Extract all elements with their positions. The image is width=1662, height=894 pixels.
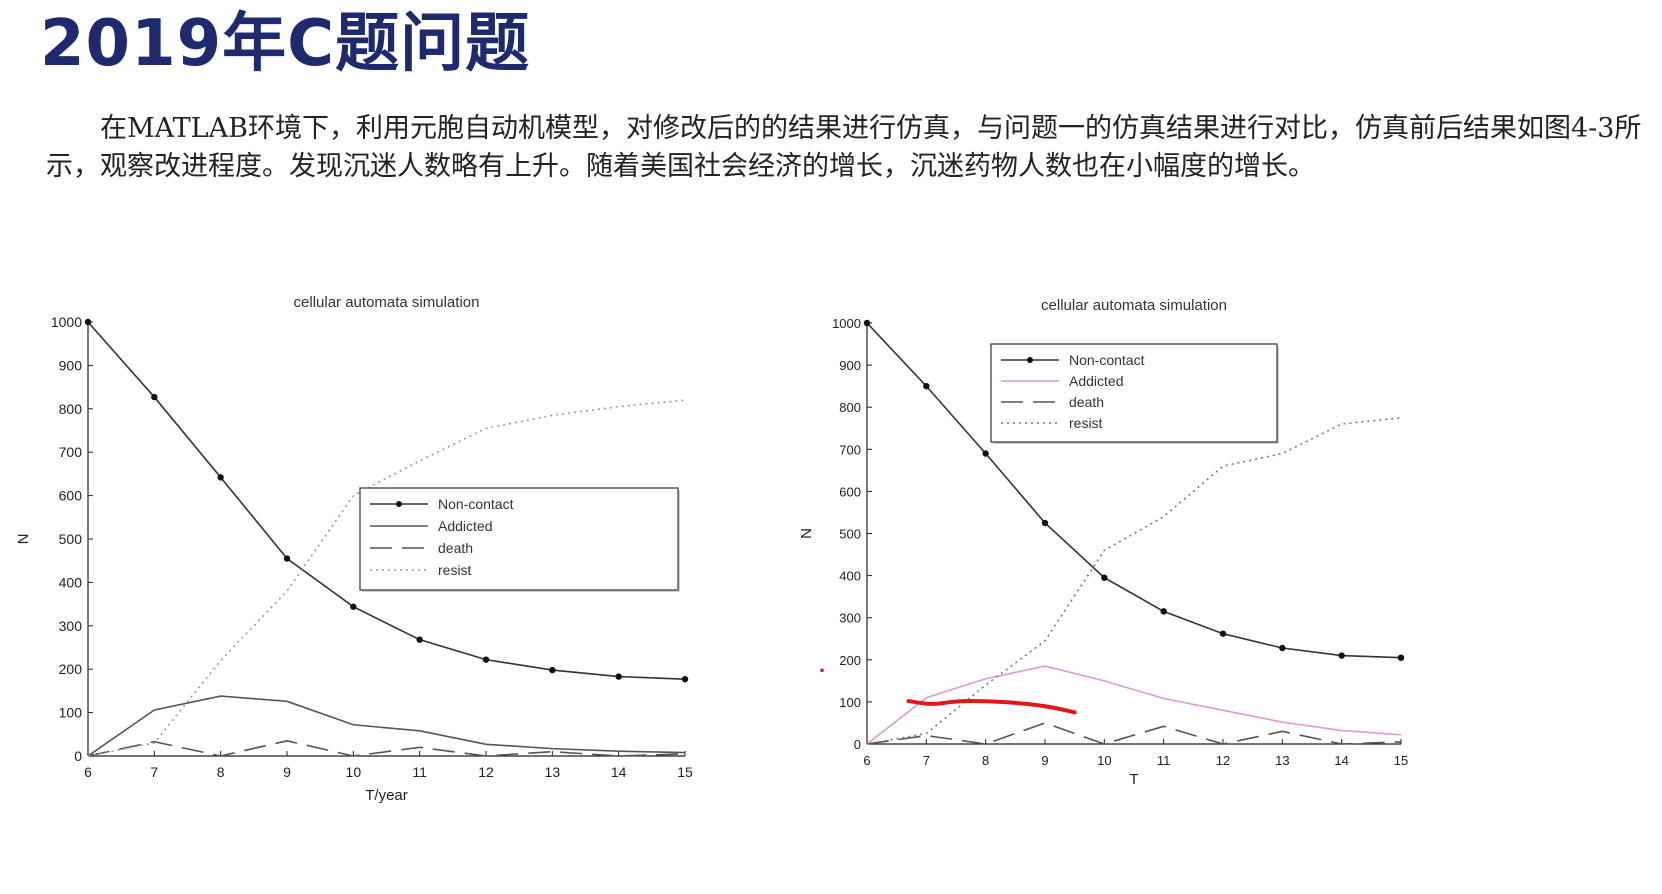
c0-series-non-contact-point — [615, 673, 622, 680]
c1-y-axis-label: N — [798, 528, 815, 539]
c0-x-tick-label: 15 — [677, 764, 693, 780]
c1-legend-marker-non-contact — [1027, 357, 1033, 363]
c1-series-non-contact-point — [1279, 644, 1286, 652]
c1-series-death-line — [866, 722, 1402, 745]
c1-x-tick-label: 8 — [982, 753, 989, 768]
c0-y-tick-label: 800 — [59, 401, 83, 417]
c1-y-tick-label: 900 — [839, 358, 861, 373]
c1-red-annotation-stroke — [906, 699, 1077, 715]
c0-legend-label-non-contact: Non-contact — [438, 496, 514, 512]
c1-series-non-contact-point — [923, 382, 930, 390]
c0-legend-label-resist: resist — [438, 562, 472, 578]
c1-x-axis-label: T — [1129, 771, 1138, 788]
c1-x-tick-label: 11 — [1157, 753, 1171, 768]
c0-series-non-contact-point — [350, 603, 357, 610]
c0-chart-title: cellular automata simulation — [294, 294, 480, 311]
c0-y-tick-label: 600 — [59, 488, 83, 504]
page-title: 2019年C题问题 — [40, 7, 531, 81]
c0-x-tick-label: 9 — [283, 764, 291, 780]
c0-x-axis-label: T/year — [365, 787, 408, 804]
c0-y-tick-label: 900 — [59, 357, 83, 373]
c1-red-annotation-dot — [820, 668, 824, 673]
c1-series-non-contact-point — [1219, 630, 1227, 637]
c0-series-non-contact-point — [283, 555, 291, 562]
c0-x-tick-label: 11 — [412, 764, 427, 780]
c1-series-non-contact-point — [1160, 608, 1167, 615]
c0-y-tick-label: 1000 — [51, 314, 82, 330]
c0-series-non-contact-point — [549, 666, 556, 674]
c1-y-tick-label: 0 — [854, 737, 861, 752]
c0-series-non-contact-point — [151, 393, 158, 401]
c0-x-tick-label: 13 — [545, 764, 561, 780]
c0-legend-box — [359, 487, 679, 591]
c0-y-tick-label: 0 — [74, 748, 82, 764]
c1-y-tick-label: 300 — [839, 611, 861, 626]
c0-x-tick-label: 10 — [346, 764, 362, 780]
c1-x-tick-label: 6 — [863, 753, 870, 768]
c0-series-non-contact-point — [217, 474, 224, 481]
c0-series-addicted-line — [87, 695, 686, 757]
c1-series-addicted-line — [866, 665, 1402, 745]
c1-x-tick-label: 9 — [1041, 753, 1048, 768]
c0-series-non-contact-point — [681, 675, 689, 683]
c1-x-tick-label: 14 — [1334, 753, 1348, 768]
c1-series-resist-line — [866, 416, 1402, 745]
c1-x-tick-label: 10 — [1097, 753, 1111, 768]
c0-series-non-contact-point — [416, 636, 423, 643]
c1-series-non-contact-point — [1338, 652, 1345, 659]
c1-x-tick-label: 12 — [1216, 753, 1230, 768]
chart-left: cellular automata simulation 0 100 200 300 40… — [15, 294, 693, 804]
c0-series-resist-line — [87, 399, 686, 757]
c1-series-non-contact-point — [1041, 519, 1049, 527]
c1-series-non-contact-point — [1397, 654, 1405, 661]
c1-y-tick-label: 400 — [839, 569, 861, 584]
c1-y-tick-label: 600 — [839, 484, 861, 499]
c0-y-tick-label: 700 — [59, 444, 83, 460]
c0-y-tick-label: 500 — [59, 531, 83, 547]
c0-legend-label-addicted: Addicted — [438, 518, 492, 534]
c0-series-non-contact-point — [84, 318, 92, 326]
c0-x-tick-label: 7 — [150, 764, 158, 780]
c0-x-tick-label: 14 — [611, 764, 627, 780]
c0-x-tick-label: 8 — [217, 764, 225, 780]
c1-series-non-contact-point — [1101, 574, 1108, 581]
c0-series-non-contact-point — [482, 656, 490, 663]
c1-legend-label-addicted: Addicted — [1069, 373, 1123, 389]
c1-x-tick-label: 13 — [1275, 753, 1289, 768]
c0-series-non-contact-line — [87, 321, 686, 680]
description-paragraph: 在MATLAB环境下，利用元胞自动机模型，对修改后的的结果进行仿真，与问题一的仿… — [46, 113, 1642, 182]
c1-legend-label-non-contact: Non-contact — [1069, 352, 1145, 368]
c0-y-tick-label: 400 — [59, 574, 83, 590]
c1-series-non-contact-point — [982, 450, 989, 457]
c1-series-non-contact-line — [866, 322, 1402, 659]
c1-series-non-contact-point — [863, 319, 871, 327]
c1-x-tick-label: 7 — [923, 753, 930, 768]
c0-y-tick-label: 200 — [59, 661, 83, 677]
c0-y-axis-label: N — [15, 534, 32, 545]
c1-x-tick-label: 15 — [1394, 753, 1408, 768]
c1-y-tick-label: 800 — [839, 400, 861, 415]
c1-legend-label-resist: resist — [1069, 415, 1103, 431]
c1-y-tick-label: 500 — [839, 527, 861, 542]
c1-y-tick-label: 100 — [839, 695, 861, 710]
c0-legend-label-death: death — [438, 540, 473, 556]
c0-y-tick-label: 100 — [59, 705, 83, 721]
c0-x-tick-label: 12 — [478, 764, 494, 780]
c0-y-tick-label: 300 — [59, 618, 83, 634]
chart-right: cellular automata simulation 0 100 200 300 40… — [798, 297, 1408, 788]
c0-x-tick-label: 6 — [84, 764, 92, 780]
c0-legend-marker-non-contact — [396, 501, 402, 507]
c1-legend-label-death: death — [1069, 394, 1104, 410]
c0-series-death-line — [87, 739, 686, 757]
c1-chart-title: cellular automata simulation — [1041, 297, 1227, 314]
c1-y-tick-label: 700 — [839, 442, 861, 457]
c1-y-tick-label: 1000 — [832, 316, 861, 331]
c1-y-tick-label: 200 — [839, 653, 861, 668]
